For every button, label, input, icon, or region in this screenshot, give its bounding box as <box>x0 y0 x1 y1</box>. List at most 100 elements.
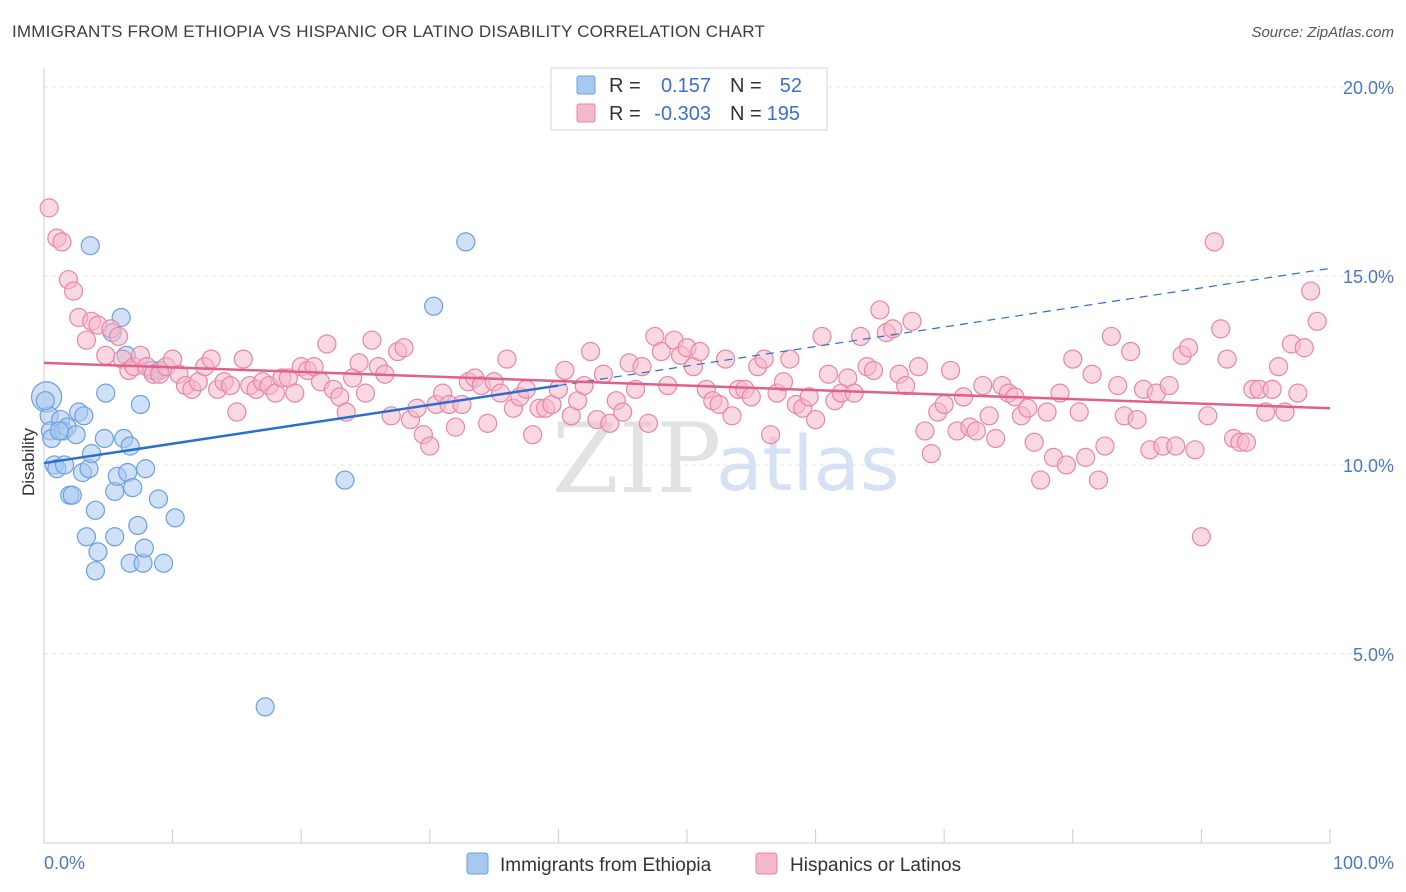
point-hispanic-180 <box>1191 527 1212 547</box>
point-hispanic-160 <box>1063 349 1083 369</box>
point-hispanic-179 <box>1185 440 1205 460</box>
point-hispanic-0 <box>39 198 59 218</box>
point-hispanic-72 <box>497 349 517 369</box>
point-hispanic-31 <box>233 349 253 369</box>
point-ethiopia-51 <box>49 421 70 441</box>
trend-line-ethiopia-extension <box>558 267 1331 387</box>
point-hispanic-198 <box>1307 311 1327 331</box>
point-hispanic-69 <box>478 413 498 433</box>
point-hispanic-191 <box>1262 379 1282 399</box>
point-hispanic-165 <box>1095 436 1115 456</box>
trend-line-hispanic <box>43 361 1331 410</box>
legend-n-value-pink: 195 <box>767 103 800 125</box>
point-hispanic-140 <box>934 394 954 415</box>
point-hispanic-102 <box>690 341 710 362</box>
chart-source: Source: ZipAtlas.com <box>1251 24 1394 41</box>
point-hispanic-39 <box>285 383 305 403</box>
point-ethiopia-16 <box>76 527 97 547</box>
point-hispanic-162 <box>1076 447 1096 467</box>
point-ethiopia-23 <box>94 428 115 449</box>
point-hispanic-120 <box>805 409 826 430</box>
point-hispanic-60 <box>420 436 440 456</box>
bottom-legend-swatch-blue <box>466 852 489 875</box>
point-ethiopia-22 <box>88 542 108 562</box>
trend-lines <box>43 267 1331 465</box>
point-hispanic-145 <box>966 421 986 441</box>
point-hispanic-11 <box>108 326 129 347</box>
point-ethiopia-37 <box>130 394 151 415</box>
watermark-atlas: atlas <box>716 419 900 508</box>
point-hispanic-184 <box>1217 349 1237 369</box>
point-hispanic-106 <box>715 349 736 369</box>
point-hispanic-93 <box>632 357 652 377</box>
point-ethiopia-48 <box>424 296 444 316</box>
point-hispanic-183 <box>1211 319 1231 339</box>
point-hispanic-122 <box>818 364 839 384</box>
point-hispanic-127 <box>851 326 871 347</box>
point-hispanic-85 <box>580 341 601 362</box>
watermark-zip: ZIP <box>552 403 721 515</box>
axes <box>43 68 1331 844</box>
point-hispanic-135 <box>902 311 922 331</box>
bottom-legend-label-blue: Immigrants from Ethiopia <box>500 855 712 876</box>
stats-legend-box <box>550 67 828 131</box>
point-ethiopia-26 <box>105 527 125 547</box>
point-hispanic-30 <box>227 402 247 422</box>
series-hispanics-or-latinos <box>39 198 1327 547</box>
point-hispanic-87 <box>593 364 614 384</box>
point-hispanic-155 <box>1031 470 1051 490</box>
series-immigrants-from-ethiopia <box>30 232 476 717</box>
point-ethiopia-34 <box>120 436 140 456</box>
legend-r-label-pink: R = <box>609 103 641 125</box>
chart-title: IMMIGRANTS FROM ETHIOPIA VS HISPANIC OR … <box>12 22 766 41</box>
point-ethiopia-47 <box>335 470 355 490</box>
point-ethiopia-40 <box>135 459 156 479</box>
point-hispanic-113 <box>760 425 781 445</box>
point-hispanic-51 <box>362 330 382 350</box>
point-hispanic-167 <box>1108 375 1128 396</box>
stats-legend: R = 0.157 N = 52 R = -0.303 N = 195 <box>550 67 828 131</box>
point-ethiopia-19 <box>81 444 102 464</box>
trend-line-ethiopia <box>43 384 559 465</box>
point-hispanic-50 <box>355 383 376 403</box>
point-hispanic-132 <box>883 319 903 339</box>
point-hispanic-178 <box>1178 338 1199 358</box>
x-tick-label-max: 100.0% <box>1333 853 1394 873</box>
point-hispanic-126 <box>844 383 864 403</box>
point-hispanic-29 <box>220 375 241 396</box>
point-hispanic-110 <box>741 387 761 407</box>
legend-n-value-blue: 52 <box>780 75 802 97</box>
point-ethiopia-44 <box>153 553 174 573</box>
point-hispanic-136 <box>908 357 929 377</box>
point-hispanic-137 <box>915 421 935 441</box>
point-hispanic-190 <box>1256 402 1276 422</box>
point-ethiopia-12 <box>66 425 86 445</box>
point-hispanic-84 <box>574 375 594 396</box>
point-ethiopia-35 <box>123 478 143 498</box>
legend-swatch-pink <box>576 103 596 123</box>
y-tick-label-3: 20.0% <box>1343 78 1394 98</box>
point-hispanic-64 <box>445 417 466 437</box>
point-hispanic-105 <box>709 394 729 415</box>
point-hispanic-116 <box>780 349 800 369</box>
legend-r-label-blue: R = <box>609 75 641 97</box>
point-ethiopia-45 <box>165 508 185 528</box>
point-hispanic-164 <box>1088 470 1109 490</box>
bottom-legend-label-pink: Hispanics or Latinos <box>790 855 961 876</box>
point-hispanic-170 <box>1127 409 1147 430</box>
point-hispanic-197 <box>1301 281 1321 301</box>
point-hispanic-44 <box>317 334 337 354</box>
bottom-legend-swatch-pink <box>755 852 778 875</box>
point-hispanic-94 <box>638 413 659 433</box>
y-tick-labels: 5.0% 10.0% 15.0% 20.0% <box>1343 78 1394 665</box>
point-ethiopia-24 <box>96 383 116 403</box>
point-hispanic-49 <box>349 353 369 373</box>
point-hispanic-80 <box>548 379 569 399</box>
legend-swatch-blue <box>576 75 596 95</box>
point-hispanic-129 <box>863 360 884 381</box>
y-tick-label-2: 15.0% <box>1343 267 1394 287</box>
point-ethiopia-39 <box>134 538 154 558</box>
point-hispanic-56 <box>394 338 414 358</box>
point-ethiopia-49 <box>456 232 476 252</box>
